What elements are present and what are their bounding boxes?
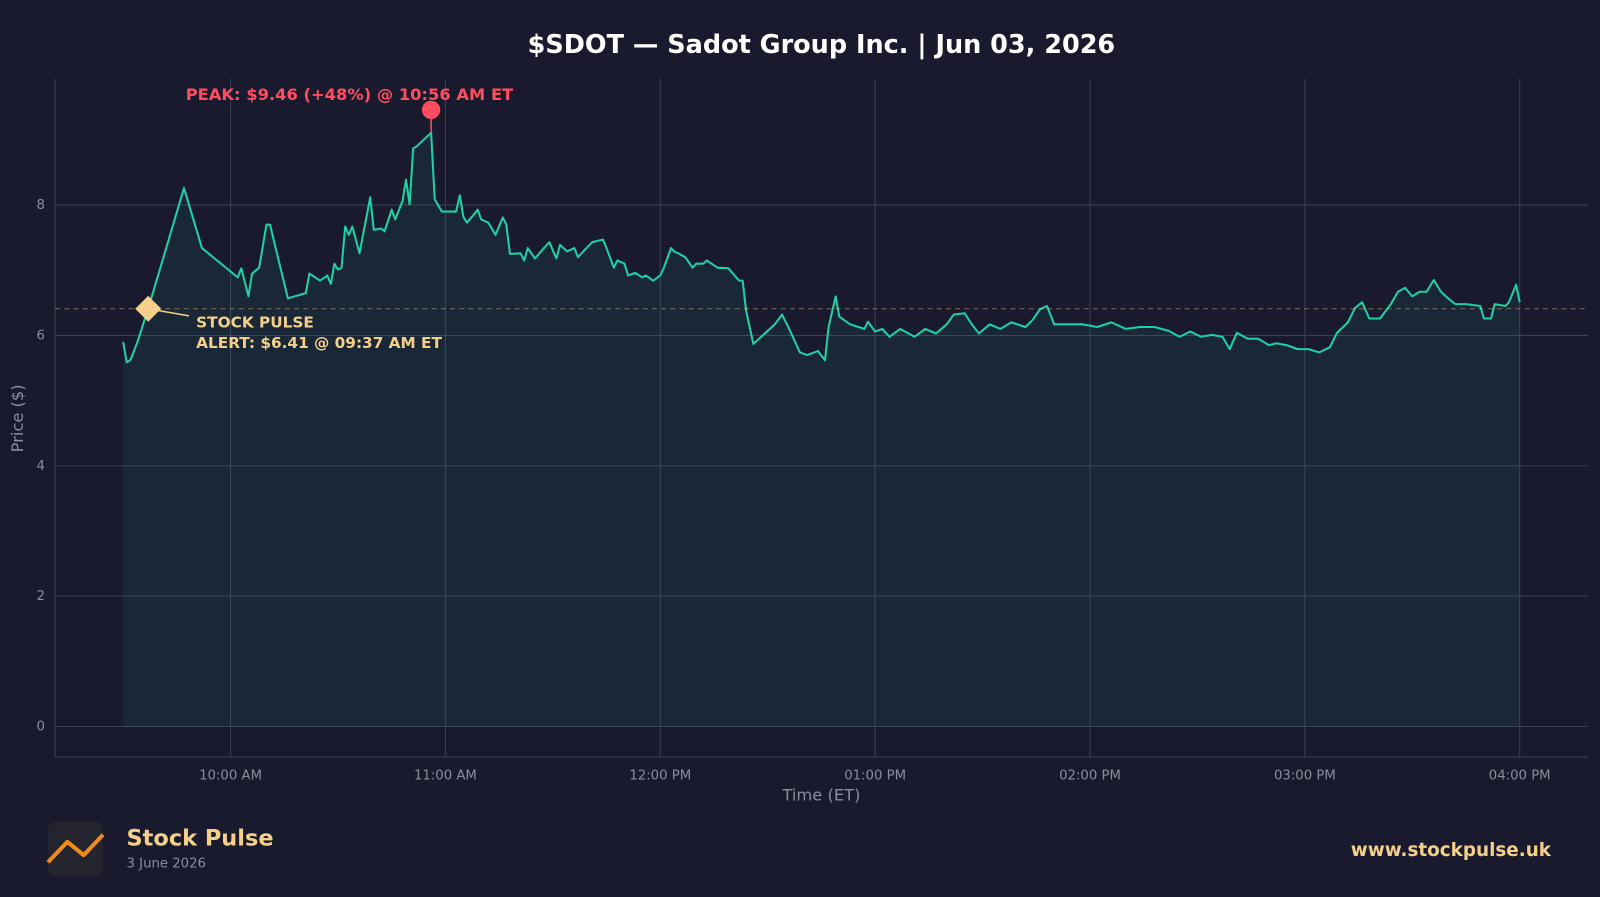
x-tick-label: 04:00 PM xyxy=(1489,769,1551,784)
alert-label: STOCK PULSE xyxy=(196,313,314,331)
logo-zigzag xyxy=(46,833,105,864)
area xyxy=(123,132,1520,727)
peak-label: PEAK: $9.46 (+48%) @ 10:56 AM ET xyxy=(186,85,514,104)
alert-label: ALERT: $6.41 @ 09:37 AM ET xyxy=(196,334,442,352)
y-tick-label: 4 xyxy=(36,459,44,474)
alert-marker xyxy=(135,295,162,322)
website: www.stockpulse.uk xyxy=(1351,840,1552,861)
x-tick-label: 01:00 PM xyxy=(844,769,906,784)
x-tick-label: 10:00 AM xyxy=(199,769,262,784)
grid xyxy=(55,78,1588,758)
x-tick-label: 03:00 PM xyxy=(1274,769,1336,784)
price-line xyxy=(122,131,1521,364)
x-tick-label: 11:00 AM xyxy=(414,769,477,784)
logo xyxy=(46,821,105,877)
x-axis-label: Time (ET) xyxy=(781,785,860,804)
y-tick-label: 0 xyxy=(36,720,44,735)
y-axis-label: Price ($) xyxy=(8,384,27,452)
x-tick-label: 02:00 PM xyxy=(1059,769,1121,784)
y-tick-label: 8 xyxy=(36,198,44,213)
brand: Stock Pulse xyxy=(127,825,274,851)
footer-date: 3 June 2026 xyxy=(127,856,206,871)
peak-marker xyxy=(421,100,441,120)
y-tick-label: 6 xyxy=(36,328,44,343)
chart-title: $SDOT — Sadot Group Inc. | Jun 03, 2026 xyxy=(528,30,1116,60)
x-tick-label: 12:00 PM xyxy=(629,769,691,784)
y-tick-label: 2 xyxy=(36,589,44,604)
